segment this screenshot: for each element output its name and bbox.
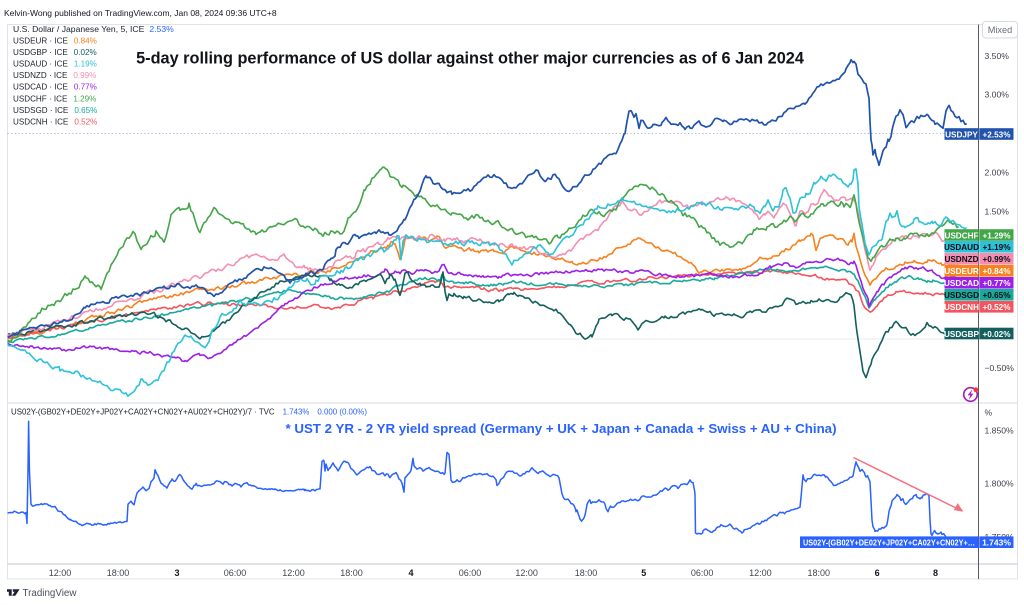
svg-text:3: 3 [174, 568, 179, 578]
svg-text:USDGBP: USDGBP [944, 330, 980, 339]
svg-text:+1.29%: +1.29% [983, 231, 1012, 240]
svg-text:USDNZD: USDNZD [944, 255, 978, 264]
svg-text:12:00: 12:00 [749, 568, 772, 578]
svg-text:06:00: 06:00 [691, 568, 714, 578]
svg-text:1.50%: 1.50% [985, 207, 1010, 217]
svg-text:12:00: 12:00 [282, 568, 305, 578]
svg-text:3.00%: 3.00% [985, 90, 1010, 100]
svg-text:USDJPY: USDJPY [945, 130, 978, 139]
svg-text:USDEUR: USDEUR [944, 267, 979, 276]
svg-text:12:00: 12:00 [515, 568, 538, 578]
svg-text:3.50%: 3.50% [985, 51, 1010, 61]
svg-text:Mixed: Mixed [988, 25, 1013, 35]
svg-text:1.743%: 1.743% [982, 537, 1011, 547]
svg-text:+2.53%: +2.53% [983, 130, 1012, 139]
svg-text:USDCAD: USDCAD [944, 279, 979, 288]
svg-text:Kelvin-Wong published on Tradi: Kelvin-Wong published on TradingView.com… [4, 8, 277, 18]
svg-text:+0.65%: +0.65% [983, 291, 1012, 300]
svg-text:+0.84%: +0.84% [983, 267, 1012, 276]
svg-text:* UST 2 YR - 2 YR yield spread: * UST 2 YR - 2 YR yield spread (Germany … [285, 421, 836, 436]
svg-text:18:00: 18:00 [340, 568, 363, 578]
svg-text:12:00: 12:00 [49, 568, 72, 578]
svg-text:+0.77%: +0.77% [983, 279, 1012, 288]
svg-text:US02Y-(GB02Y+DE02Y+JP02Y+CA02Y: US02Y-(GB02Y+DE02Y+JP02Y+CA02Y+CN02Y+… [803, 537, 975, 547]
svg-text:%: % [985, 408, 993, 418]
svg-text:18:00: 18:00 [107, 568, 130, 578]
svg-text:USDCHF: USDCHF [944, 231, 978, 240]
svg-text:+0.99%: +0.99% [983, 255, 1012, 264]
svg-text:18:00: 18:00 [575, 568, 598, 578]
svg-text:+1.19%: +1.19% [983, 243, 1012, 252]
svg-text:TradingView: TradingView [23, 588, 78, 599]
svg-text:2.00%: 2.00% [985, 168, 1010, 178]
svg-text:+0.02%: +0.02% [983, 330, 1012, 339]
svg-text:+0.52%: +0.52% [983, 303, 1012, 312]
svg-text:U.S. Dollar / Japanese Yen, 5,: U.S. Dollar / Japanese Yen, 5, ICE 2.53% [13, 24, 174, 34]
svg-text:USDSGD: USDSGD [944, 291, 979, 300]
svg-text:18:00: 18:00 [808, 568, 831, 578]
svg-text:USDCNH: USDCNH [944, 303, 979, 312]
svg-text:USDAUD: USDAUD [944, 243, 979, 252]
svg-text:1.850%: 1.850% [985, 425, 1015, 435]
svg-text:5: 5 [641, 568, 646, 578]
svg-text:US02Y-(GB02Y+DE02Y+JP02Y+CA02Y: US02Y-(GB02Y+DE02Y+JP02Y+CA02Y+CN02Y+AU0… [11, 408, 367, 417]
svg-text:6: 6 [875, 568, 880, 578]
svg-text:1.800%: 1.800% [985, 479, 1015, 489]
svg-text:5-day rolling performance of U: 5-day rolling performance of US dollar a… [136, 50, 804, 68]
svg-text:4: 4 [408, 568, 413, 578]
svg-text:06:00: 06:00 [224, 568, 247, 578]
svg-text:06:00: 06:00 [459, 568, 482, 578]
svg-text:−0.50%: −0.50% [985, 363, 1015, 373]
svg-text:8: 8 [933, 568, 938, 578]
